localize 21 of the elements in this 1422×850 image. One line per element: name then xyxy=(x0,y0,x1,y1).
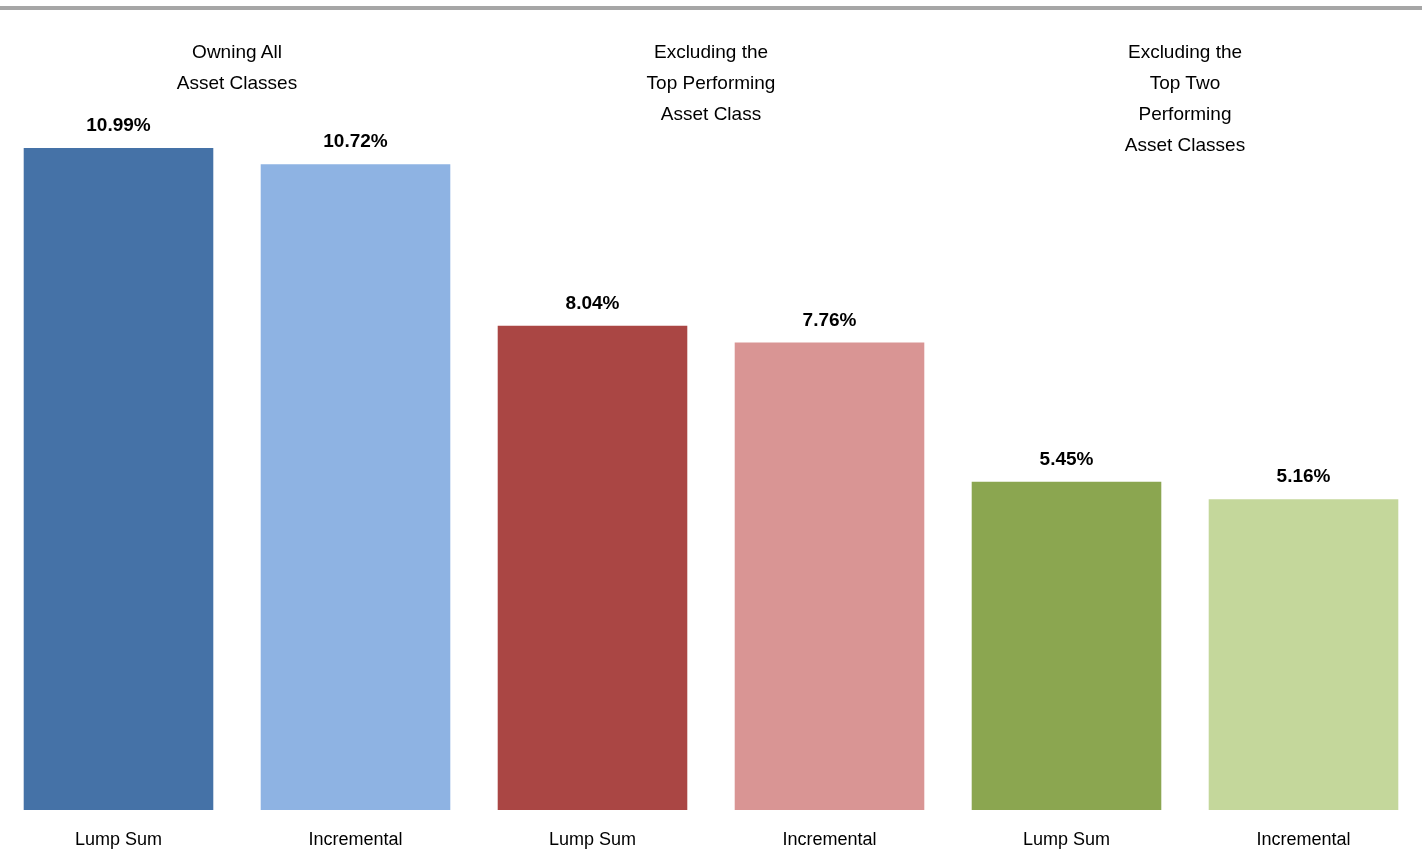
text: Owning All Asset Classes xyxy=(176,41,298,93)
bar xyxy=(23,148,214,810)
x-tick-label: Incremental xyxy=(1256,829,1351,849)
bar xyxy=(260,164,451,810)
x-tick-label: Incremental xyxy=(782,829,877,849)
x-tick-label: Lump Sum xyxy=(1022,829,1111,849)
bar xyxy=(497,325,688,810)
bar xyxy=(734,342,925,810)
data-label: 7.76% xyxy=(802,308,857,330)
data-label: 5.16% xyxy=(1276,465,1331,487)
x-tick-label: Incremental xyxy=(308,829,403,849)
data-label: 10.99% xyxy=(86,114,151,135)
bar xyxy=(971,481,1162,810)
x-tick-label: Lump Sum xyxy=(74,829,163,849)
text: Excluding the Top Performing Asset Class xyxy=(646,41,776,124)
annotation: Excluding the Top Two Performing Asset Classes xyxy=(1124,41,1246,155)
data-label: 10.72% xyxy=(323,130,388,152)
data-label: 8.04% xyxy=(565,291,620,313)
data-label: 5.45% xyxy=(1039,447,1094,469)
bar xyxy=(1208,499,1399,810)
x-tick-label: Lump Sum xyxy=(548,829,637,849)
